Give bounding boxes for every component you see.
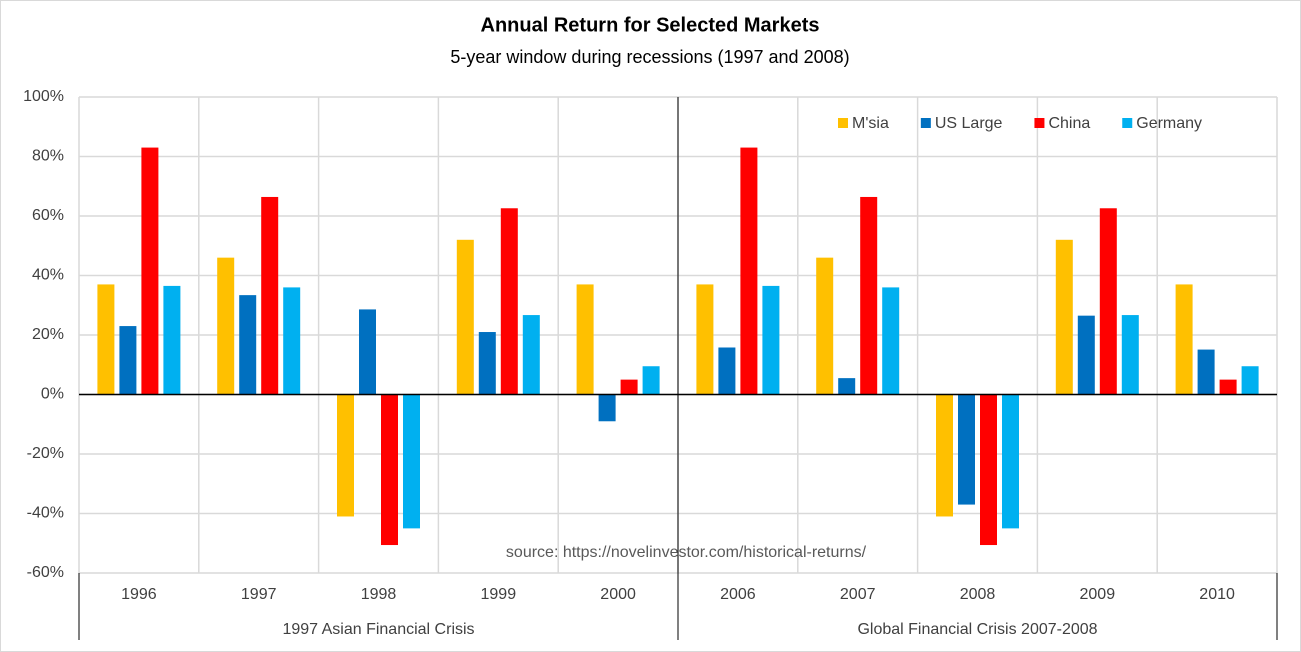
bar xyxy=(359,309,376,395)
bar xyxy=(936,394,953,517)
chart-title: Annual Return for Selected Markets xyxy=(481,14,820,36)
bar xyxy=(119,326,137,395)
y-tick-label: -60% xyxy=(27,564,64,581)
legend-label: M'sia xyxy=(852,115,889,132)
x-tick-label: 1997 xyxy=(241,586,277,603)
bar xyxy=(816,257,834,395)
legend-swatch xyxy=(1034,118,1045,128)
legend-swatch xyxy=(1122,118,1133,128)
bar xyxy=(1175,284,1193,395)
bar xyxy=(456,239,474,395)
legend-label: China xyxy=(1048,115,1090,132)
x-tick-label: 1998 xyxy=(361,586,397,603)
bar xyxy=(97,284,115,395)
x-tick-label: 2006 xyxy=(720,586,756,603)
bar xyxy=(403,394,420,529)
y-tick-label: 20% xyxy=(32,326,64,343)
source-annotation: source: https://novelinvestor.com/histor… xyxy=(506,544,867,561)
bar xyxy=(882,287,900,395)
legend-swatch xyxy=(838,118,848,128)
bar xyxy=(718,347,736,395)
bar xyxy=(283,287,301,395)
bar xyxy=(141,147,159,395)
y-tick-label: 0% xyxy=(41,386,64,403)
y-tick-label: -20% xyxy=(27,445,64,462)
bar xyxy=(740,147,758,395)
bar xyxy=(1121,315,1139,395)
bar xyxy=(1099,208,1117,395)
bar xyxy=(239,295,257,395)
legend-label: US Large xyxy=(935,115,1003,132)
bar xyxy=(478,332,496,395)
x-tick-label: 1996 xyxy=(121,586,157,603)
x-tick-label: 2007 xyxy=(840,586,876,603)
bar xyxy=(958,394,975,505)
x-tick-label: 1999 xyxy=(481,586,517,603)
y-tick-label: 80% xyxy=(32,148,64,165)
bar xyxy=(1197,349,1215,395)
x-tick-label: 2009 xyxy=(1080,586,1116,603)
bar xyxy=(522,315,540,395)
y-tick-label: -40% xyxy=(27,505,64,522)
bar xyxy=(980,394,997,546)
bar xyxy=(576,284,594,395)
bar xyxy=(598,394,616,422)
bar xyxy=(696,284,714,395)
group-label: 1997 Asian Financial Crisis xyxy=(282,621,474,638)
bar xyxy=(838,378,856,395)
group-label: Global Financial Crisis 2007-2008 xyxy=(857,621,1097,638)
bar xyxy=(860,196,878,395)
bar xyxy=(762,285,780,395)
x-tick-label: 2000 xyxy=(600,586,636,603)
bar xyxy=(217,257,235,395)
bar xyxy=(500,208,518,395)
y-tick-label: 40% xyxy=(32,267,64,284)
y-tick-label: 100% xyxy=(23,88,64,105)
bar xyxy=(337,394,354,517)
bar xyxy=(163,285,181,395)
bar xyxy=(261,196,279,395)
bar xyxy=(620,379,638,395)
legend-swatch xyxy=(920,118,931,128)
x-tick-label: 2010 xyxy=(1199,586,1235,603)
bar xyxy=(381,394,398,546)
x-tick-label: 2008 xyxy=(960,586,996,603)
bar xyxy=(1002,394,1019,529)
y-tick-label: 60% xyxy=(32,207,64,224)
bar xyxy=(642,366,660,395)
bar xyxy=(1077,315,1095,395)
bar xyxy=(1241,366,1259,395)
chart-subtitle: 5-year window during recessions (1997 an… xyxy=(450,47,849,67)
bar xyxy=(1055,239,1073,395)
bar xyxy=(1219,379,1237,395)
legend-label: Germany xyxy=(1136,115,1202,132)
